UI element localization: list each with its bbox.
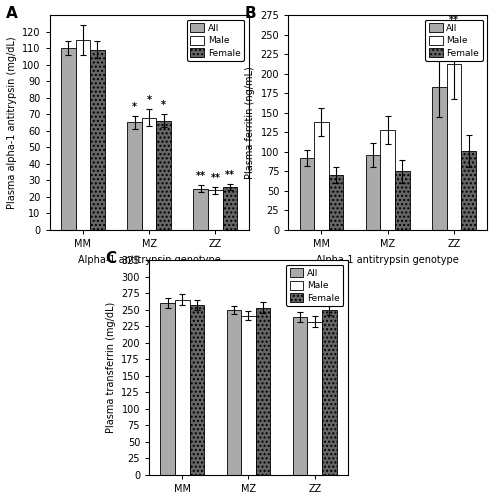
Bar xyxy=(127,122,142,230)
Bar xyxy=(366,155,380,230)
Bar xyxy=(189,305,204,475)
Y-axis label: Plasma ferritin (ng/mL): Plasma ferritin (ng/mL) xyxy=(245,66,255,179)
Bar xyxy=(322,310,336,475)
Bar xyxy=(241,316,256,475)
Bar xyxy=(227,310,241,475)
Y-axis label: Plasma transferrin (mg/dL): Plasma transferrin (mg/dL) xyxy=(106,302,116,433)
Bar xyxy=(223,187,237,230)
Bar xyxy=(329,176,343,230)
Bar xyxy=(208,190,223,230)
X-axis label: Alpha-1 antitrypsin genotype: Alpha-1 antitrypsin genotype xyxy=(78,254,221,264)
Text: A: A xyxy=(6,6,18,22)
Text: C: C xyxy=(105,252,116,266)
Bar xyxy=(314,122,329,230)
Bar xyxy=(447,64,461,230)
Bar xyxy=(90,50,105,230)
Bar xyxy=(61,48,76,230)
Bar xyxy=(76,40,90,230)
Text: **: ** xyxy=(225,170,235,180)
Legend: All, Male, Female: All, Male, Female xyxy=(187,20,244,61)
Text: **: ** xyxy=(196,172,206,181)
Bar xyxy=(461,151,476,230)
Bar xyxy=(161,303,175,475)
Bar xyxy=(380,130,395,230)
Text: *: * xyxy=(147,96,152,106)
X-axis label: Alpha-1 antitrypsin genotype: Alpha-1 antitrypsin genotype xyxy=(316,254,459,264)
Bar xyxy=(300,158,314,230)
Text: **: ** xyxy=(449,15,459,25)
Text: *: * xyxy=(132,102,137,112)
Text: **: ** xyxy=(434,44,444,54)
Bar xyxy=(142,118,157,230)
Legend: All, Male, Female: All, Male, Female xyxy=(286,264,343,306)
Text: **: ** xyxy=(210,173,220,183)
Bar xyxy=(193,188,208,230)
Bar xyxy=(157,121,171,230)
Text: B: B xyxy=(245,6,256,22)
Bar xyxy=(308,322,322,475)
Bar xyxy=(432,87,447,230)
Legend: All, Male, Female: All, Male, Female xyxy=(425,20,483,61)
Bar xyxy=(175,300,189,475)
Bar xyxy=(293,317,308,475)
Bar xyxy=(256,308,270,475)
Text: *: * xyxy=(161,100,166,110)
Bar xyxy=(395,172,410,230)
Y-axis label: Plasma alpha-1 antitrypsin (mg/dL): Plasma alpha-1 antitrypsin (mg/dL) xyxy=(6,36,16,209)
